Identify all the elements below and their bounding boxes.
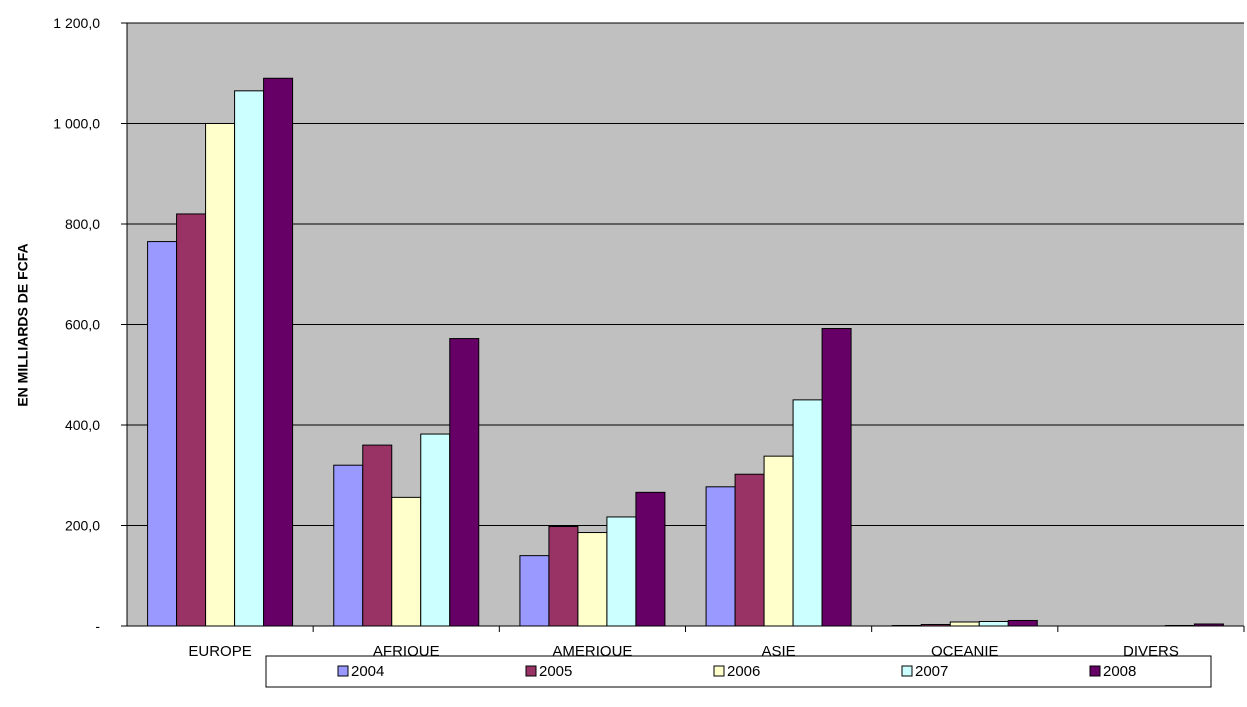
bar-europe-2004: [147, 241, 178, 627]
y-ticks: - 200,0 400,0 600,0 800,0 1 000,0 1 200,0: [53, 15, 127, 634]
bar-afrique-2004: [333, 464, 364, 627]
legend-swatch: [713, 665, 725, 677]
y-tick-label: 1 200,0: [53, 15, 100, 31]
bar-afrique-2006: [391, 496, 422, 627]
legend-label: 2004: [351, 663, 384, 680]
bar-amerique-2005: [548, 526, 579, 627]
bar-asie-2007: [792, 399, 823, 627]
y-axis-label: EN MILLIARDS DE FCFA: [15, 243, 31, 406]
gridlines: [127, 22, 1244, 526]
bar-asie-2005: [734, 473, 765, 627]
legend-swatch: [337, 665, 349, 677]
bar-afrique-2007: [420, 433, 451, 627]
legend-box: [265, 655, 1212, 688]
bar-asie-2008: [821, 328, 852, 627]
bar-afrique-2005: [362, 444, 393, 627]
legend-label: 2006: [727, 663, 760, 680]
y-tick-label: 1 000,0: [53, 116, 100, 132]
bar-amerique-2006: [577, 532, 608, 627]
legend: 2004 2005 2006 2007 2008: [265, 655, 1212, 688]
bar-oceanie-2006: [949, 621, 980, 627]
bar-oceanie-2008: [1007, 619, 1038, 627]
y-tick-label: 800,0: [65, 216, 100, 232]
bar-europe-2007: [234, 90, 265, 627]
bar-amerique-2008: [635, 491, 666, 627]
bar-amerique-2004: [519, 555, 550, 627]
bar-amerique-2007: [606, 516, 637, 627]
y-tick-label: 400,0: [65, 417, 100, 433]
legend-label: 2008: [1103, 663, 1136, 680]
legend-swatch: [901, 665, 913, 677]
x-ticks: EUROPE AFRIQUE AMERIQUE ASIE OCEANIE DIVERS: [188, 626, 1245, 660]
bar-afrique-2008: [449, 338, 480, 627]
bar-europe-2005: [176, 213, 207, 627]
legend-swatch: [1089, 665, 1101, 677]
bar-asie-2004: [705, 486, 736, 627]
legend-swatch: [525, 665, 537, 677]
bar-europe-2008: [263, 77, 294, 627]
y-tick-label: -: [95, 618, 100, 634]
legend-label: 2007: [915, 663, 948, 680]
bar-europe-2006: [205, 123, 236, 627]
legend-label: 2005: [539, 663, 572, 680]
y-tick-label: 600,0: [65, 317, 100, 333]
bar-oceanie-2007: [978, 620, 1009, 627]
bars: [147, 77, 1224, 627]
y-tick-label: 200,0: [65, 518, 100, 534]
x-tick-label: EUROPE: [188, 643, 251, 660]
bar-asie-2006: [763, 455, 794, 627]
